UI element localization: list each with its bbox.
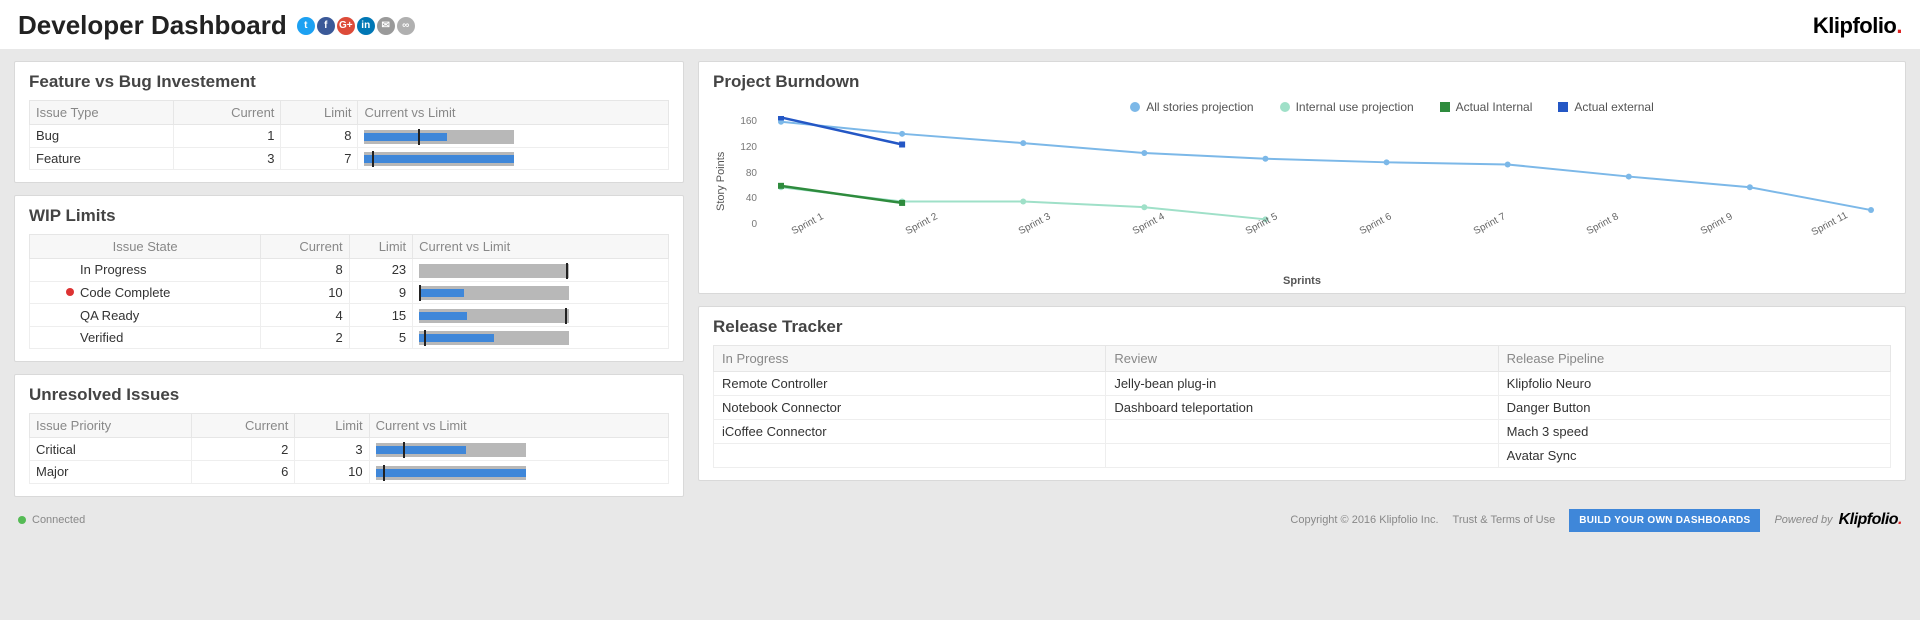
legend-item[interactable]: Internal use projection bbox=[1280, 100, 1414, 114]
y-axis-label: Story Points bbox=[713, 116, 729, 246]
wip-table: Issue StateCurrentLimitCurrent vs LimitI… bbox=[29, 234, 669, 349]
header: Developer Dashboard tfG+in✉∞ Klipfolio. bbox=[0, 0, 1920, 49]
table-row: QA Ready415 bbox=[30, 304, 669, 327]
twitter-icon[interactable]: t bbox=[297, 17, 315, 35]
panel-title: Project Burndown bbox=[713, 72, 1891, 92]
linkedin-icon[interactable]: in bbox=[357, 17, 375, 35]
unresolved-panel: Unresolved Issues Issue PriorityCurrentL… bbox=[14, 374, 684, 496]
alert-icon bbox=[66, 288, 74, 296]
mail-icon[interactable]: ✉ bbox=[377, 17, 395, 35]
legend-item[interactable]: Actual external bbox=[1558, 100, 1653, 114]
unresolved-table: Issue PriorityCurrentLimitCurrent vs Lim… bbox=[29, 413, 669, 483]
feature-bug-panel: Feature vs Bug Investement Issue TypeCur… bbox=[14, 61, 684, 183]
copyright-text: Copyright © 2016 Klipfolio Inc. bbox=[1290, 514, 1438, 526]
table-row: Feature37 bbox=[30, 147, 669, 170]
x-axis-label: Sprints bbox=[713, 275, 1891, 287]
burndown-panel: Project Burndown All stories projection I… bbox=[698, 61, 1906, 294]
release-tracker-table: In ProgressReviewRelease PipelineRemote … bbox=[713, 345, 1891, 468]
wip-panel: WIP Limits Issue StateCurrentLimitCurren… bbox=[14, 195, 684, 362]
panel-title: Unresolved Issues bbox=[29, 385, 669, 405]
x-axis-ticks: Sprint 1Sprint 2Sprint 3Sprint 4Sprint 5… bbox=[713, 246, 1891, 257]
release-tracker-panel: Release Tracker In ProgressReviewRelease… bbox=[698, 306, 1906, 481]
feature-bug-table: Issue TypeCurrentLimitCurrent vs LimitBu… bbox=[29, 100, 669, 170]
social-icons: tfG+in✉∞ bbox=[297, 17, 415, 35]
legend-item[interactable]: Actual Internal bbox=[1440, 100, 1533, 114]
table-row: Verified25 bbox=[30, 326, 669, 349]
table-row: iCoffee ConnectorMach 3 speed bbox=[714, 420, 1891, 444]
panel-title: WIP Limits bbox=[29, 206, 669, 226]
table-row: Remote ControllerJelly-bean plug-inKlipf… bbox=[714, 372, 1891, 396]
trust-link[interactable]: Trust & Terms of Use bbox=[1453, 514, 1556, 526]
footer: Connected Copyright © 2016 Klipfolio Inc… bbox=[0, 501, 1920, 540]
table-row: Major610 bbox=[30, 460, 669, 483]
facebook-icon[interactable]: f bbox=[317, 17, 335, 35]
build-dashboard-button[interactable]: BUILD YOUR OWN DASHBOARDS bbox=[1569, 509, 1760, 532]
table-row: Critical23 bbox=[30, 438, 669, 461]
link-icon[interactable]: ∞ bbox=[397, 17, 415, 35]
table-row: Avatar Sync bbox=[714, 444, 1891, 468]
panel-title: Feature vs Bug Investement bbox=[29, 72, 669, 92]
google-icon[interactable]: G+ bbox=[337, 17, 355, 35]
legend-item[interactable]: All stories projection bbox=[1130, 100, 1253, 114]
connected-icon bbox=[18, 516, 26, 524]
panel-title: Release Tracker bbox=[713, 317, 1891, 337]
y-axis-ticks: 16012080400 bbox=[729, 116, 761, 246]
powered-by-label: Powered by bbox=[1774, 514, 1832, 526]
brand-logo-footer: Klipfolio. bbox=[1839, 511, 1902, 529]
table-row: In Progress823 bbox=[30, 259, 669, 282]
table-row: Code Complete109 bbox=[30, 281, 669, 304]
table-row: Bug18 bbox=[30, 125, 669, 148]
chart-legend: All stories projection Internal use proje… bbox=[713, 100, 1891, 114]
connected-label: Connected bbox=[32, 514, 85, 526]
brand-logo: Klipfolio. bbox=[1813, 13, 1902, 39]
table-row: Notebook ConnectorDashboard teleportatio… bbox=[714, 396, 1891, 420]
page-title: Developer Dashboard bbox=[18, 10, 287, 41]
